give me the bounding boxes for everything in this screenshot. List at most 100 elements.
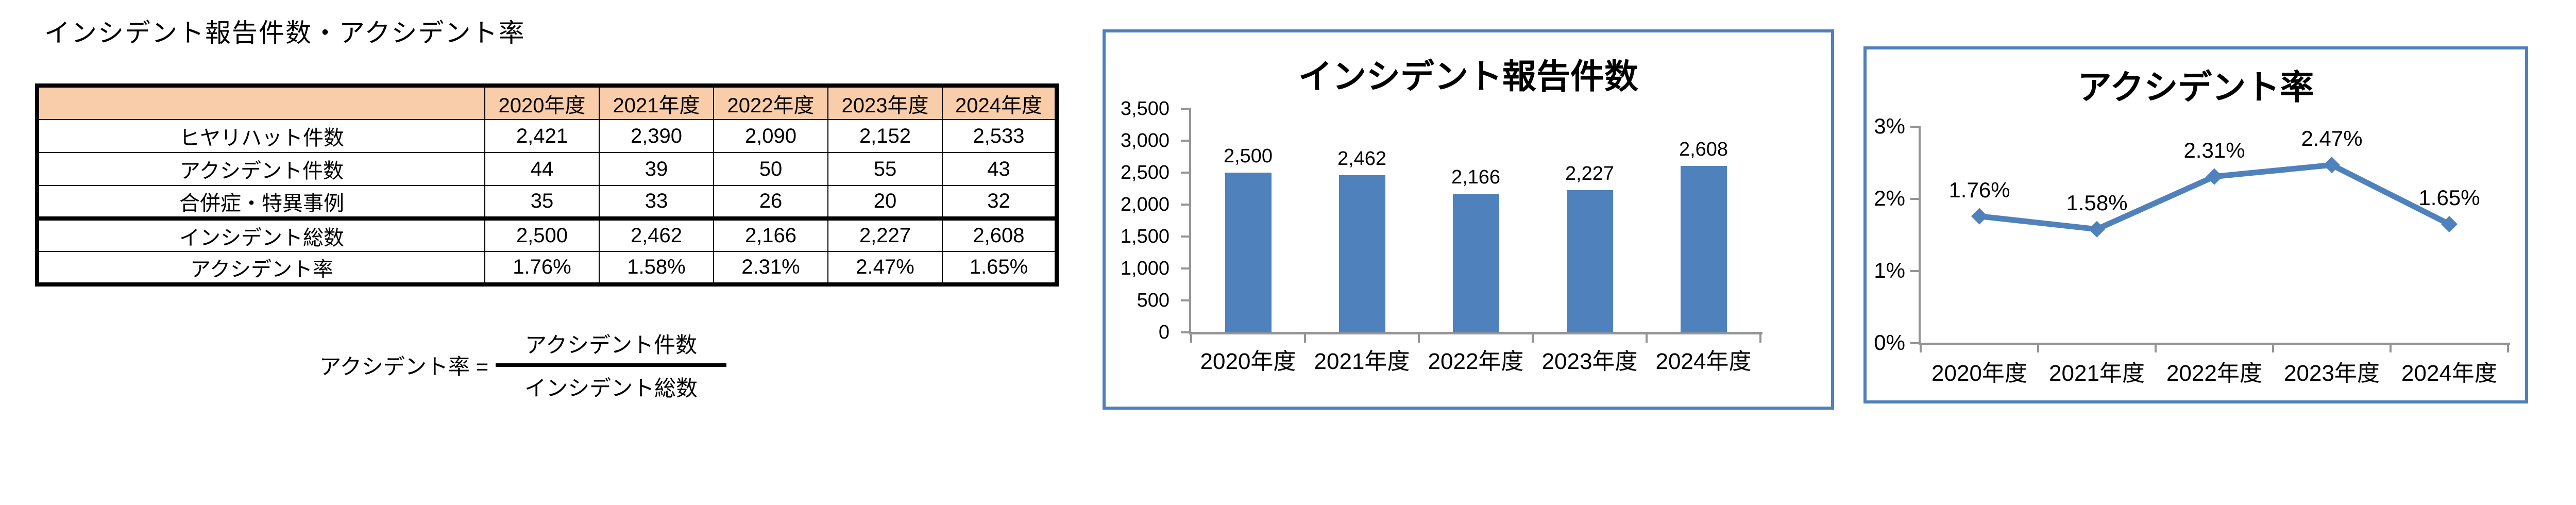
row-label-cell: アクシデント件数 bbox=[37, 152, 485, 186]
row-label-cell: アクシデント率 bbox=[37, 251, 485, 285]
y-axis-tick bbox=[1181, 331, 1191, 333]
x-axis-line bbox=[1919, 343, 2510, 345]
y-axis-tick bbox=[1181, 204, 1191, 206]
category-label: 2023年度 bbox=[2284, 361, 2380, 386]
value-cell: 2,462 bbox=[599, 216, 714, 252]
y-axis-tick-label: 1,000 bbox=[1120, 258, 1170, 279]
fraction-numerator: アクシデント件数 bbox=[496, 328, 727, 367]
category-label: 2022年度 bbox=[2166, 361, 2262, 386]
y-axis-tick bbox=[1910, 342, 1921, 344]
value-cell: 43 bbox=[942, 152, 1057, 186]
x-axis-tick bbox=[1759, 334, 1761, 343]
y-axis-tick-label: 0% bbox=[1874, 330, 1905, 355]
point-value-label: 2.47% bbox=[2301, 126, 2363, 150]
y-axis-tick-label: 0 bbox=[1158, 322, 1170, 343]
y-axis-tick-label: 2% bbox=[1874, 186, 1905, 210]
category-label: 2023年度 bbox=[1541, 349, 1638, 374]
x-axis-tick bbox=[2389, 345, 2392, 352]
value-cell: 2,166 bbox=[713, 216, 828, 252]
y-axis-tick-label: 3,500 bbox=[1120, 98, 1170, 120]
accident-rate-formula: アクシデント率 = アクシデント件数 インシデント総数 bbox=[319, 328, 727, 402]
row-label-cell: ヒヤリハット件数 bbox=[37, 119, 485, 153]
value-cell: 32 bbox=[942, 185, 1057, 219]
value-cell: 55 bbox=[827, 152, 943, 186]
diamond-marker bbox=[2324, 157, 2340, 174]
x-axis-tick bbox=[2507, 345, 2509, 352]
table-row-hiyarihatto: ヒヤリハット件数 2,421 2,390 2,090 2,152 2,533 bbox=[37, 119, 1057, 153]
value-cell: 2,227 bbox=[827, 216, 943, 252]
value-cell: 1.58% bbox=[599, 251, 714, 285]
bar bbox=[1453, 194, 1499, 332]
value-cell: 44 bbox=[484, 152, 600, 186]
value-cell: 26 bbox=[713, 185, 828, 219]
bar bbox=[1225, 173, 1272, 332]
diamond-marker bbox=[1971, 208, 1988, 225]
y-axis-tick-label: 500 bbox=[1137, 290, 1170, 311]
bar bbox=[1339, 175, 1385, 332]
y-axis-tick bbox=[1181, 108, 1191, 110]
y-axis-tick bbox=[1181, 172, 1191, 174]
bar-value-label: 2,608 bbox=[1679, 139, 1728, 160]
y-axis-tick bbox=[1181, 140, 1191, 142]
value-cell: 2,421 bbox=[484, 119, 600, 153]
y-axis-tick bbox=[1910, 198, 1921, 200]
value-cell: 2,608 bbox=[942, 216, 1057, 252]
x-axis-tick bbox=[1646, 334, 1648, 343]
x-axis-tick bbox=[1304, 334, 1306, 343]
bar-chart-panel: インシデント報告件数 0 500 1,000 1,500 2,000 2,500 3,000… bbox=[1103, 29, 1834, 410]
x-axis-tick bbox=[1920, 345, 1922, 352]
formula-lhs: アクシデント率 = bbox=[319, 355, 489, 379]
category-label: 2021年度 bbox=[1314, 349, 1410, 374]
page-title: インシデント報告件数・アクシデント率 bbox=[44, 19, 526, 47]
formula-fraction: アクシデント件数 インシデント総数 bbox=[496, 328, 727, 402]
value-cell: 33 bbox=[599, 185, 714, 219]
point-value-label: 1.58% bbox=[2066, 191, 2128, 215]
value-cell: 2,533 bbox=[942, 119, 1057, 153]
value-cell: 20 bbox=[827, 185, 943, 219]
category-label: 2024年度 bbox=[2401, 361, 2497, 386]
row-label-cell: 合併症・特異事例 bbox=[37, 185, 485, 219]
x-axis-tick bbox=[2272, 345, 2274, 352]
table-row-accident-count: アクシデント件数 44 39 50 55 43 bbox=[37, 152, 1057, 186]
line-chart-panel: アクシデント率 0% 1% 2% 3% 1.76% 2020年度 1.58% 2021年度 2.… bbox=[1863, 46, 2528, 403]
y-axis-tick-label: 3,000 bbox=[1120, 130, 1170, 152]
incident-summary-table: 2020年度 2021年度 2022年度 2023年度 2024年度 ヒヤリハッ… bbox=[35, 83, 1059, 287]
category-label: 2020年度 bbox=[1931, 361, 2027, 386]
x-axis-tick bbox=[1190, 334, 1192, 343]
table-header-cell-year: 2024年度 bbox=[942, 85, 1057, 120]
x-axis-tick bbox=[2037, 345, 2039, 352]
value-cell: 2.31% bbox=[713, 251, 828, 285]
table-row-complications: 合併症・特異事例 35 33 26 20 32 bbox=[37, 185, 1057, 219]
line-chart-plot-area: 0% 1% 2% 3% 1.76% 2020年度 1.58% 2021年度 2.31% 2022年… bbox=[1867, 49, 2525, 400]
y-axis-line bbox=[1919, 126, 1921, 344]
line-chart-title: アクシデント率 bbox=[2077, 68, 2314, 106]
value-cell: 1.76% bbox=[484, 251, 600, 285]
y-axis-line bbox=[1189, 108, 1191, 333]
category-label: 2022年度 bbox=[1428, 349, 1524, 374]
diamond-marker bbox=[2089, 221, 2105, 238]
bar-value-label: 2,462 bbox=[1337, 148, 1387, 170]
value-cell: 35 bbox=[484, 185, 600, 219]
row-label-cell: インシデント総数 bbox=[37, 216, 485, 252]
table-header-cell-year: 2020年度 bbox=[484, 85, 600, 120]
y-axis-tick-label: 1,500 bbox=[1120, 226, 1170, 247]
category-label: 2020年度 bbox=[1200, 349, 1296, 374]
table-header-cell-year: 2023年度 bbox=[827, 85, 943, 120]
y-axis-tick-label: 1% bbox=[1874, 258, 1905, 282]
point-value-label: 1.65% bbox=[2418, 186, 2480, 210]
bar bbox=[1567, 190, 1613, 332]
x-axis-tick bbox=[1418, 334, 1420, 343]
x-axis-line bbox=[1189, 332, 1762, 334]
diamond-marker bbox=[2441, 216, 2458, 232]
x-axis-tick bbox=[1532, 334, 1534, 343]
fraction-denominator: インシデント総数 bbox=[524, 376, 698, 400]
bar-value-label: 2,500 bbox=[1223, 145, 1273, 167]
bar bbox=[1681, 166, 1727, 332]
bar-value-label: 2,166 bbox=[1451, 166, 1501, 188]
bar-chart-plot-area: 0 500 1,000 1,500 2,000 2,500 3,000 3,500 2,500 2… bbox=[1106, 32, 1831, 407]
y-axis-tick-label: 3% bbox=[1874, 114, 1905, 138]
y-axis-tick bbox=[1181, 299, 1191, 301]
category-label: 2024年度 bbox=[1655, 349, 1752, 374]
y-axis-tick-label: 2,500 bbox=[1120, 162, 1170, 183]
